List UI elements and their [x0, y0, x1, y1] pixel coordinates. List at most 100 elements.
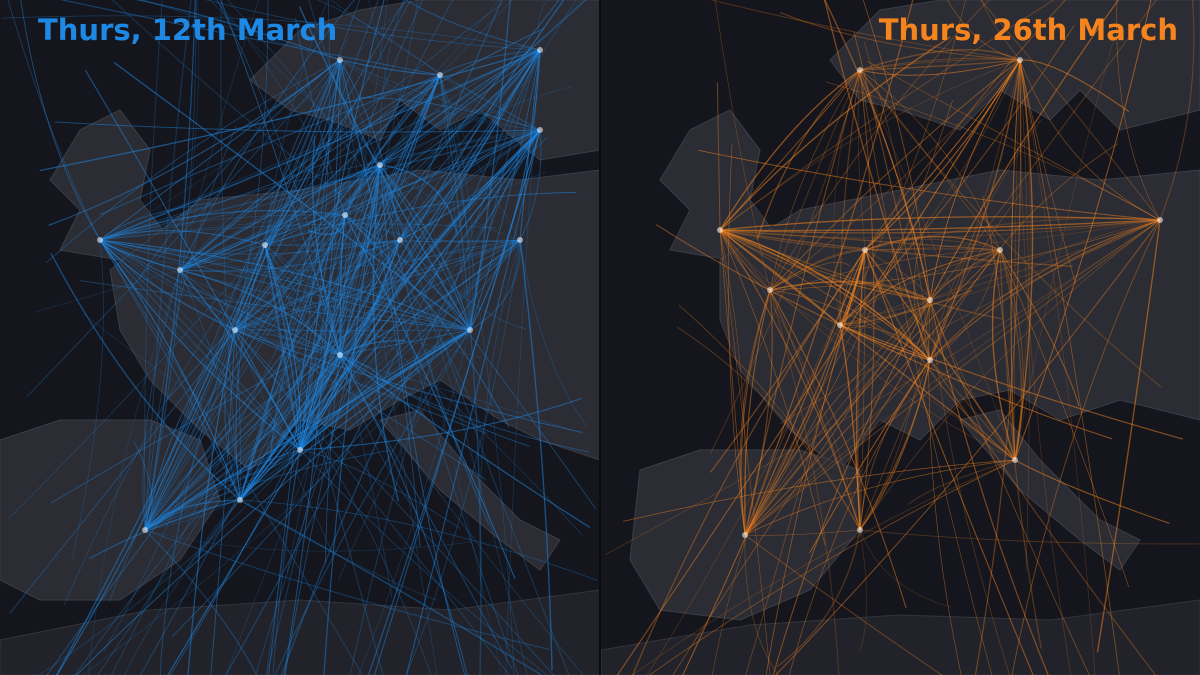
flight-path	[299, 239, 401, 451]
flight-path	[344, 74, 523, 216]
flight-path	[99, 239, 181, 271]
flight-path	[379, 129, 541, 166]
flight-path	[299, 329, 471, 451]
flight-path	[234, 239, 401, 331]
flight-path	[239, 499, 598, 581]
flight-path	[1019, 59, 1120, 675]
flight-path	[929, 219, 1161, 361]
flight-path	[833, 69, 861, 326]
flight-path	[929, 59, 1021, 361]
flight-path	[234, 239, 521, 331]
flight-path	[772, 299, 931, 675]
flight-path	[179, 129, 541, 271]
airport-hub	[142, 527, 148, 533]
flight-path	[505, 49, 541, 675]
flight-path	[179, 239, 401, 272]
flight-path	[744, 289, 771, 536]
flight-path	[159, 329, 236, 675]
flight-path	[857, 69, 866, 251]
flight-path	[307, 214, 346, 235]
flight-path	[82, 329, 471, 675]
flight-path	[1014, 459, 1170, 524]
flight-path	[616, 59, 1021, 675]
flight-path	[299, 329, 471, 451]
flight-path	[264, 244, 583, 536]
flight-path	[769, 281, 931, 301]
flight-path	[299, 129, 541, 451]
flight-path	[179, 0, 200, 271]
flight-path	[99, 49, 541, 241]
flight-path	[108, 244, 266, 602]
flight-path	[405, 129, 541, 675]
flight-path	[809, 359, 931, 554]
flight-path	[859, 529, 1200, 545]
flight-path	[144, 449, 391, 531]
flight-path	[339, 59, 438, 675]
flight-path	[171, 239, 521, 637]
flight-path	[284, 220, 341, 356]
flight-path	[769, 289, 1016, 461]
flight-path	[1014, 59, 1034, 461]
flight-path	[728, 143, 746, 536]
flight-path	[739, 289, 771, 536]
flight-path	[272, 214, 346, 675]
flight-path	[379, 85, 574, 166]
flight-path	[399, 129, 541, 241]
flight-path	[769, 261, 850, 291]
flight-path	[339, 164, 381, 356]
flight-path	[144, 0, 197, 531]
flight-path	[179, 269, 236, 331]
flight-path	[719, 229, 826, 546]
flight-path	[719, 69, 861, 231]
flight-path	[234, 99, 358, 331]
flight-path	[719, 219, 1161, 239]
flight-path	[187, 329, 236, 675]
flight-path	[179, 269, 241, 501]
flight-path	[99, 239, 401, 255]
flight-path	[234, 239, 401, 331]
flight-path	[239, 129, 541, 501]
flight-path	[439, 0, 513, 76]
flight-path	[859, 219, 1161, 531]
flight-path	[144, 0, 560, 531]
flight-path	[744, 529, 861, 536]
flight-path	[824, 0, 931, 361]
airport-hub	[467, 327, 473, 333]
flight-path	[649, 459, 1016, 675]
flight-path	[859, 49, 1021, 71]
flight-path	[719, 229, 931, 361]
flight-path	[167, 49, 541, 675]
flight-path	[744, 100, 953, 536]
airport-hub	[337, 57, 343, 63]
flight-path	[234, 329, 334, 556]
flight-path	[439, 74, 521, 241]
flight-path	[399, 239, 526, 330]
flight-path	[744, 249, 866, 536]
flight-path	[51, 239, 521, 504]
flight-path	[264, 59, 341, 246]
flight-path	[179, 164, 381, 271]
flight-path	[264, 244, 301, 451]
flight-path	[264, 74, 441, 246]
panel-title: Thurs, 12th March	[38, 13, 337, 47]
flight-path	[769, 219, 1161, 291]
flight-path	[239, 329, 471, 501]
flight-path	[719, 229, 1016, 461]
flight-path	[45, 59, 341, 264]
flight-path	[183, 499, 241, 572]
flight-path	[299, 449, 548, 675]
flight-path	[859, 299, 931, 531]
flight-path	[719, 36, 951, 231]
flight-path	[929, 299, 1011, 675]
flight-path	[179, 198, 252, 271]
flight-path	[179, 129, 541, 271]
flight-path	[856, 249, 866, 531]
flight-path	[75, 329, 471, 675]
flight-path	[672, 299, 931, 675]
flight-path	[379, 0, 587, 166]
flight-path	[144, 37, 350, 531]
flight-path	[339, 59, 441, 76]
flight-path	[99, 239, 301, 451]
flight-path	[179, 157, 478, 271]
